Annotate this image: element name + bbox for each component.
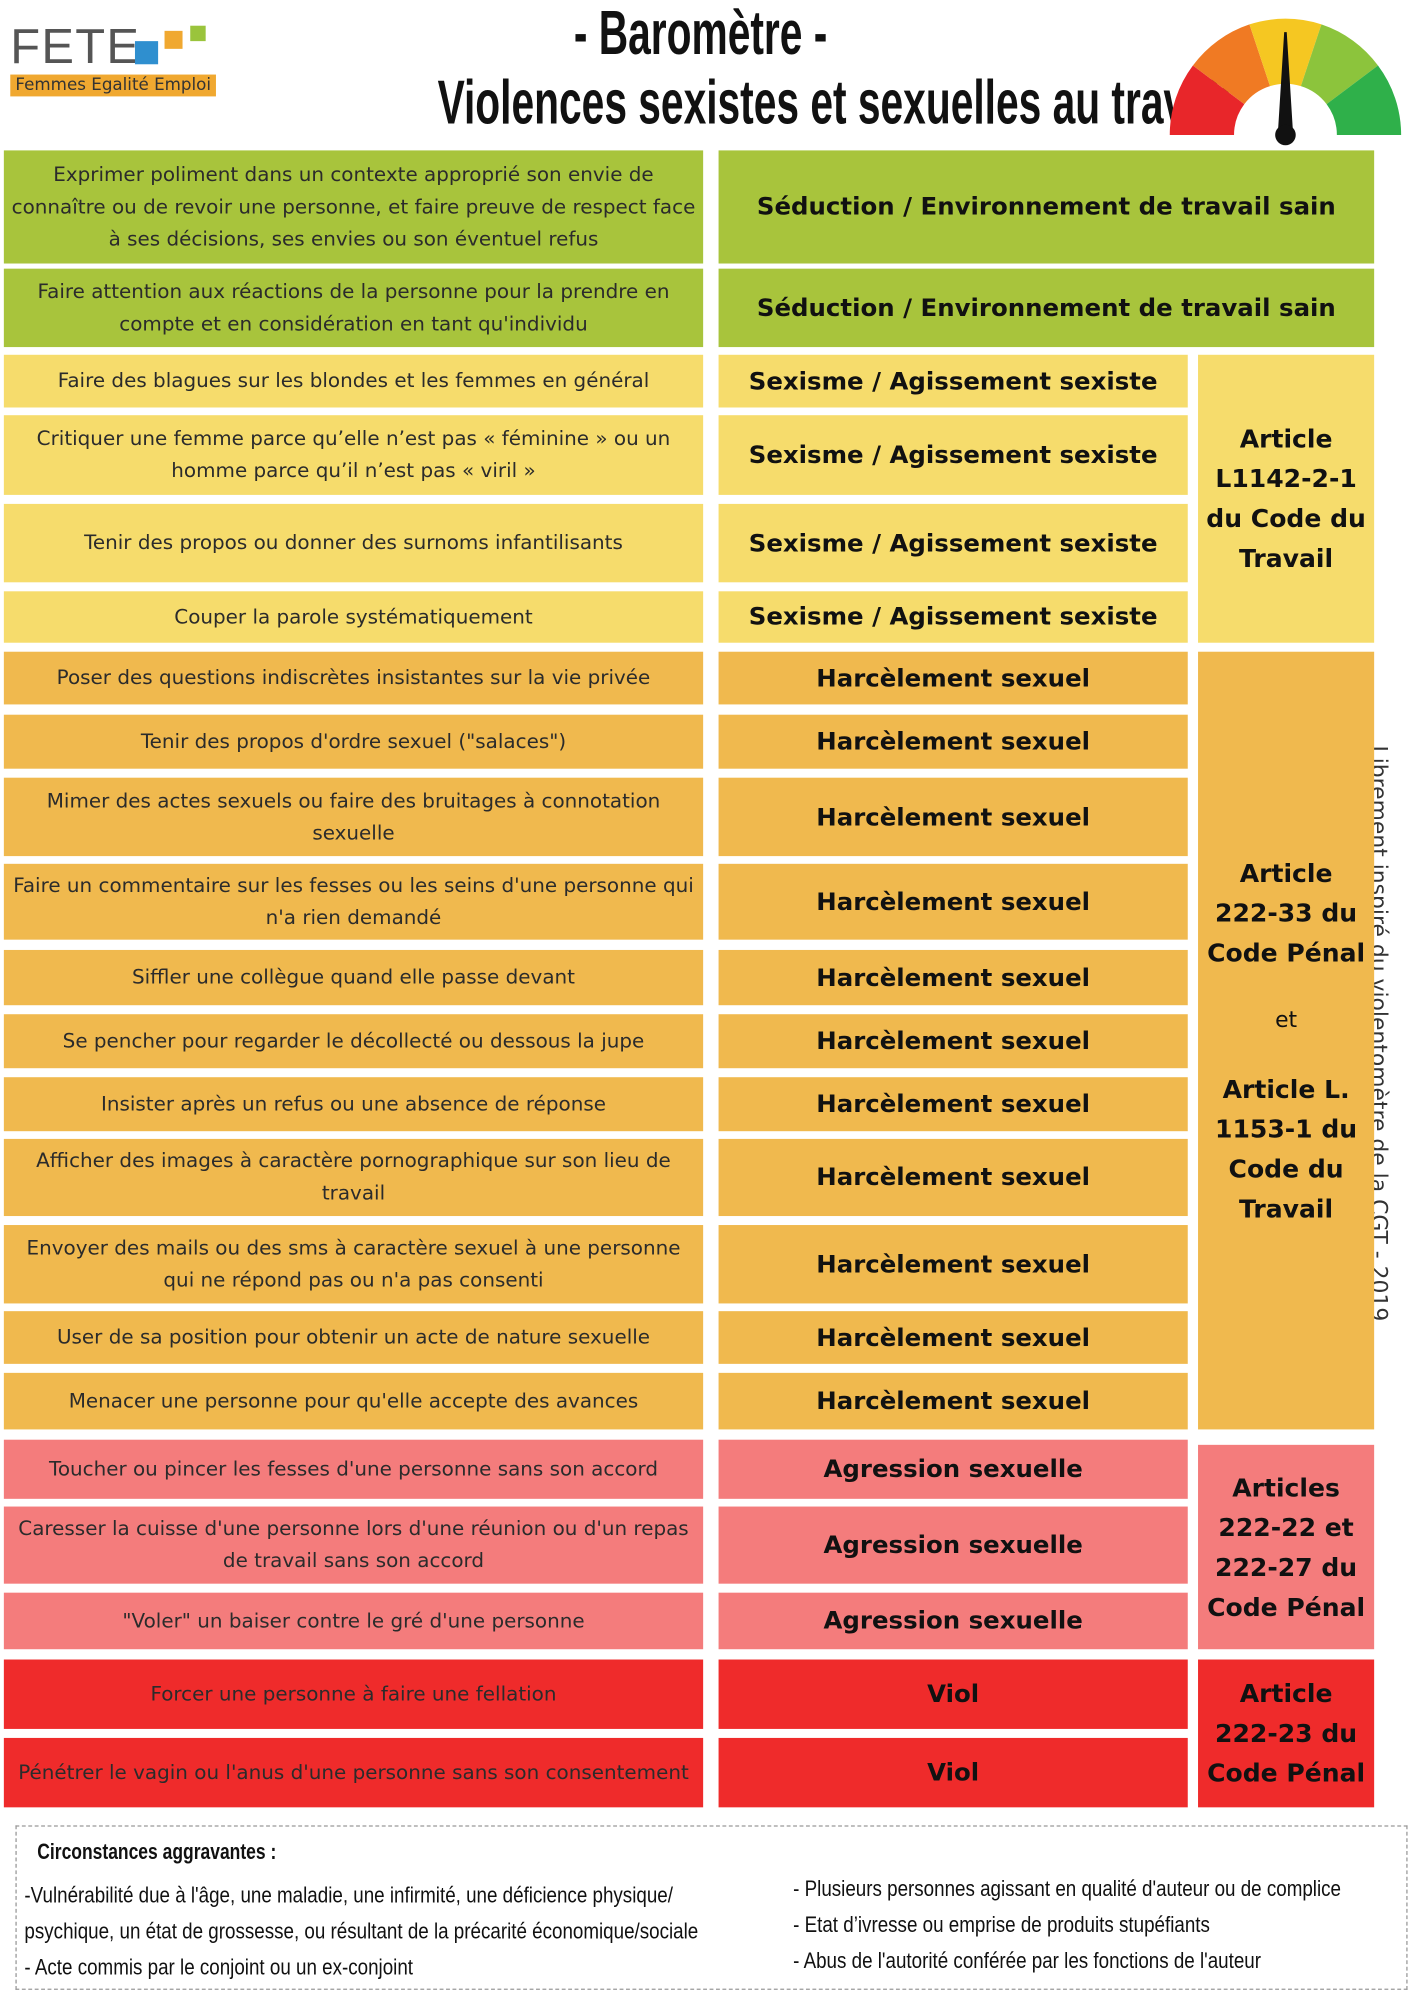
action-cell: Se pencher pour regarder le décollecté o… (3, 1014, 704, 1069)
action-cell: Caresser la cuisse d'une personne lors d… (3, 1506, 704, 1584)
category-cell: Harcèlement sexuel (718, 651, 1188, 705)
legal-text: Article L1142-2-1 du Code du Travail (1206, 424, 1366, 574)
action-cell: Siffler une collègue quand elle passe de… (3, 949, 704, 1006)
category-cell: Séduction / Environnement de travail sai… (718, 150, 1375, 264)
footer-item: psychique, un état de grossesse, ou résu… (24, 1919, 699, 1944)
action-cell: Critiquer une femme parce qu’elle n’est … (3, 415, 704, 495)
legal-cell: Articles 222-22 et 222-27 du Code Pénal (1198, 1444, 1375, 1650)
action-cell: Exprimer poliment dans un contexte appro… (3, 150, 704, 264)
category-cell: Harcèlement sexuel (718, 714, 1188, 769)
logo-text: FETE (10, 20, 141, 75)
category-cell: Harcèlement sexuel (718, 863, 1188, 940)
action-cell: "Voler" un baiser contre le gré d'une pe… (3, 1592, 704, 1650)
legal-cell: Article L1142-2-1 du Code du Travail (1198, 354, 1375, 643)
footer-title: Circonstances aggravantes : (37, 1839, 277, 1864)
action-cell: Pénétrer le vagin ou l'anus d'une person… (3, 1737, 704, 1808)
category-cell: Viol (718, 1659, 1188, 1729)
category-cell: Agression sexuelle (718, 1506, 1188, 1584)
category-cell: Séduction / Environnement de travail sai… (718, 268, 1375, 348)
category-cell: Harcèlement sexuel (718, 1372, 1188, 1430)
action-cell: Insister après un refus ou une absence d… (3, 1077, 704, 1132)
legal-cell: Article 222-33 du Code Pénal et Article L.… (1198, 651, 1375, 1430)
action-cell: Forcer une personne à faire une fellatio… (3, 1659, 704, 1729)
action-cell: Faire attention aux réactions de la pers… (3, 268, 704, 348)
title-line: Violences sexistes et sexuelles au trava… (437, 69, 1232, 138)
gauge (1169, 18, 1402, 146)
category-cell: Harcèlement sexuel (718, 1014, 1188, 1069)
footer-item: - Abus de l'autorité conférée par les fo… (793, 1948, 1262, 1974)
action-cell: Faire des blagues sur les blondes et les… (3, 354, 704, 408)
category-cell: Harcèlement sexuel (718, 1225, 1188, 1304)
legal-text: et (1275, 1007, 1298, 1033)
footer-item: -Vulnérabilité due à l'âge, une maladie,… (24, 1883, 673, 1908)
footer-item: - Acte commis par le conjoint ou un ex-c… (24, 1955, 414, 1980)
category-cell: Viol (718, 1737, 1188, 1808)
logo-subtitle: Femmes Egalité Emploi (10, 74, 217, 97)
category-cell: Sexisme / Agissement sexiste (718, 354, 1188, 408)
action-cell: Poser des questions indiscrètes insistan… (3, 651, 704, 705)
footer-item: - Plusieurs personnes agissant en qualit… (793, 1876, 1342, 1902)
action-cell: Toucher ou pincer les fesses d'une perso… (3, 1439, 704, 1499)
category-cell: Harcèlement sexuel (718, 777, 1188, 857)
category-cell: Agression sexuelle (718, 1592, 1188, 1650)
logo-cubes (134, 25, 206, 65)
footer: Circonstances aggravantes : -Vulnérabili… (15, 1825, 1408, 1990)
legal-text: Article L. 1153-1 du Code du Travail (1215, 1073, 1358, 1224)
legal-cell: Article 222-23 du Code Pénal (1198, 1659, 1375, 1808)
legal-text: Articles 222-22 et 222-27 du Code Pénal (1207, 1472, 1366, 1622)
action-cell: Afficher des images à caractère pornogra… (3, 1138, 704, 1217)
action-cell: Envoyer des mails ou des sms à caractère… (3, 1225, 704, 1304)
category-cell: Sexisme / Agissement sexiste (718, 503, 1188, 583)
action-cell: Mimer des actes sexuels ou faire des bru… (3, 777, 704, 857)
footer-item: - Etat d’ivresse ou emprise de produits … (793, 1912, 1210, 1938)
title-line: - Baromètre - (573, 0, 828, 69)
category-cell: Harcèlement sexuel (718, 1138, 1188, 1217)
category-cell: Sexisme / Agissement sexiste (718, 591, 1188, 643)
action-cell: Tenir des propos d'ordre sexuel ("salace… (3, 714, 704, 769)
action-cell: Menacer une personne pour qu'elle accept… (3, 1372, 704, 1430)
logo: FETE Femmes Egalité Emploi (10, 20, 217, 97)
action-cell: User de sa position pour obtenir un acte… (3, 1311, 704, 1364)
category-cell: Harcèlement sexuel (718, 1311, 1188, 1364)
legal-text: Article 222-23 du Code Pénal (1207, 1678, 1366, 1789)
action-cell: Faire un commentaire sur les fesses ou l… (3, 863, 704, 940)
category-cell: Sexisme / Agissement sexiste (718, 415, 1188, 495)
category-cell: Harcèlement sexuel (718, 1077, 1188, 1132)
legal-text: Article 222-33 du Code Pénal (1207, 858, 1366, 968)
action-cell: Couper la parole systématiquement (3, 591, 704, 643)
action-cell: Tenir des propos ou donner des surnoms i… (3, 503, 704, 583)
category-cell: Harcèlement sexuel (718, 949, 1188, 1006)
category-cell: Agression sexuelle (718, 1439, 1188, 1499)
title: - Baromètre - Violences sexistes et sexu… (302, 0, 1232, 139)
